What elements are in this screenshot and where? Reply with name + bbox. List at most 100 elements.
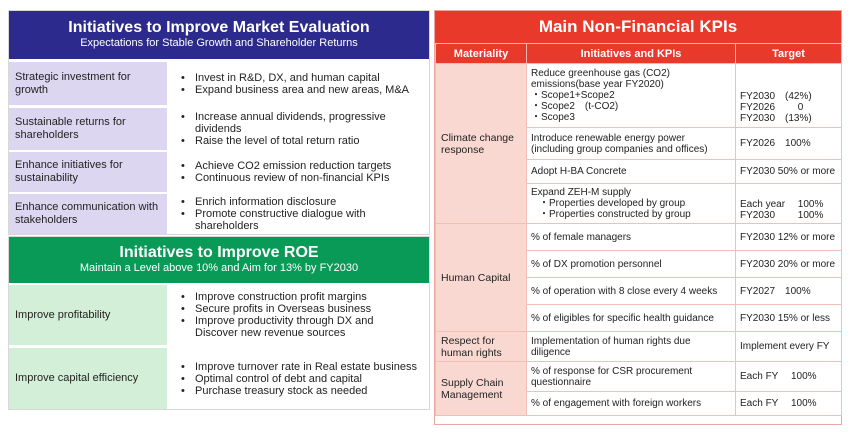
- supply-initiative: % of engagement with foreign workers: [526, 391, 736, 416]
- rights-line: diligence: [531, 346, 571, 358]
- roe-title: Initiatives to Improve ROE: [119, 244, 319, 261]
- market-row-label: Enhance communication with stakeholders: [9, 194, 167, 234]
- table-row: % of operation with 8 close every 4 week…: [436, 277, 842, 305]
- ghg-line: ・Scope3: [531, 112, 575, 123]
- bullet-text: Improve productivity through DX and Disc…: [195, 315, 374, 339]
- materiality-human-capital: Human Capital: [435, 223, 527, 332]
- bullet-text: Increase annual dividends, progressive d…: [195, 111, 386, 135]
- kpi-panel: Main Non-Financial KPIs Materiality Init…: [434, 10, 842, 425]
- bullet-text: Improve construction profit margins: [195, 291, 367, 303]
- bullet-text: Achieve CO2 emission reduction targets: [195, 160, 392, 172]
- supply-target: Each FY 100%: [735, 391, 842, 416]
- bullet-text: Improve turnover rate in Real estate bus…: [195, 360, 417, 373]
- materiality-climate: Climate change response: [435, 63, 527, 224]
- human-initiative: % of operation with 8 close every 4 week…: [526, 277, 736, 305]
- human-initiative: % of DX promotion personnel: [526, 250, 736, 278]
- market-row-content: • Achieve CO2 emission reduction targets …: [181, 160, 392, 184]
- roe-row-content: • Improve construction profit margins • Se…: [167, 285, 429, 345]
- ghg-line: Reduce greenhouse gas (CO2): [531, 68, 670, 79]
- market-evaluation-title: Initiatives to Improve Market Evaluation: [68, 19, 370, 36]
- table-row: % of engagement with foreign workers Eac…: [436, 391, 842, 416]
- ghg-target: FY2030 (42%) FY2026 0 FY2030 (13%): [735, 63, 842, 128]
- bullet-text: Optimal control of debt and capital: [195, 372, 362, 385]
- zeh-line: ・Properties developed by group: [539, 198, 686, 209]
- bullet-text: Continuous review of non-financial KPIs: [195, 172, 390, 184]
- header-target: Target: [735, 43, 842, 64]
- bullet-text: Purchase treasury stock as needed: [195, 384, 368, 397]
- market-row-label: Enhance initiatives for sustainability: [9, 152, 167, 192]
- kpi-title: Main Non-Financial KPIs: [435, 11, 841, 43]
- roe-row-label: Improve profitability: [9, 285, 167, 345]
- market-evaluation-subtitle: Expectations for Stable Growth and Share…: [80, 37, 358, 49]
- rights-line: Implementation of human rights due: [531, 335, 691, 347]
- ghg-line: ・Scope1+Scope2: [531, 90, 615, 101]
- human-target: FY2030 15% or less: [735, 304, 842, 332]
- roe-row: Improve capital efficiency • Improve turn…: [9, 347, 429, 409]
- table-row: Supply Chain Management % of response fo…: [435, 361, 842, 416]
- ghg-target-line: FY2026 0: [740, 102, 804, 113]
- renewable-initiative: Introduce renewable energy power (includ…: [526, 127, 736, 160]
- roe-row-label: Improve capital efficiency: [9, 348, 167, 409]
- zeh-target: Each year 100% FY2030 100%: [735, 183, 842, 224]
- hba-target: FY2030 50% or more: [735, 159, 842, 184]
- ghg-initiative: Reduce greenhouse gas (CO2) emissions(ba…: [526, 63, 736, 128]
- table-row: Adopt H-BA Concrete FY2030 50% or more: [436, 159, 842, 184]
- zeh-line: Expand ZEH-M supply: [531, 187, 632, 198]
- roe-panel: Initiatives to Improve ROE Maintain a Le…: [8, 236, 430, 410]
- supply-initiative: % of response for CSR procurement questi…: [526, 361, 736, 392]
- rights-initiative: Implementation of human rights due dilig…: [526, 331, 736, 362]
- ghg-target-line: FY2030 (13%): [740, 113, 812, 124]
- human-initiative: % of eligibles for specific health guida…: [526, 304, 736, 332]
- zeh-line: ・Properties constructed by group: [539, 209, 691, 220]
- roe-subtitle: Maintain a Level above 10% and Aim for 1…: [79, 262, 359, 274]
- human-initiative: % of female managers: [526, 223, 736, 251]
- human-target: FY2030 12% or more: [735, 223, 842, 251]
- market-evaluation-header: Initiatives to Improve Market Evaluation…: [9, 11, 429, 59]
- supply-line: % of response for CSR procurement: [531, 365, 693, 377]
- bullet-text: Expand business area and new areas, M&A: [195, 83, 410, 96]
- materiality-supply-chain: Supply Chain Management: [435, 361, 527, 416]
- table-row: Human Capital % of female managers FY203…: [435, 223, 842, 332]
- market-row-content: • Enrich information disclosure • Promote …: [167, 194, 429, 234]
- ghg-line: emissions(base year FY2020): [531, 79, 664, 90]
- market-row-content: • Invest in R&D, DX, and human capital • E…: [181, 71, 410, 96]
- table-row: Respect for human rights Implementation …: [435, 331, 842, 362]
- hba-initiative: Adopt H-BA Concrete: [526, 159, 736, 184]
- renewable-target: FY2026 100%: [735, 127, 842, 160]
- supply-target: Each FY 100%: [735, 361, 842, 392]
- header-materiality: Materiality: [435, 43, 527, 64]
- market-row: Sustainable returns for shareholders • I…: [9, 107, 429, 150]
- supply-line: questionnaire: [531, 376, 592, 388]
- market-row-label: Strategic investment for growth: [9, 62, 167, 105]
- kpi-header-row: Materiality Initiatives and KPIs Target: [435, 43, 842, 64]
- bullet-text: Enrich information disclosure: [195, 196, 337, 208]
- table-row: Climate change response Reduce greenhous…: [435, 63, 842, 224]
- ghg-line: ・Scope2 (t-CO2): [531, 101, 619, 112]
- human-target: FY2027 100%: [735, 277, 842, 305]
- zeh-initiative: Expand ZEH-M supply ・Properties develope…: [526, 183, 736, 224]
- zeh-target-line: Each year 100%: [740, 199, 824, 210]
- renewable-line: (including group companies and offices): [531, 143, 708, 155]
- zeh-target-line: FY2030 100%: [740, 210, 824, 221]
- market-row-content: • Increase annual dividends, progressive…: [167, 108, 429, 150]
- ghg-target-line: FY2030 (42%): [740, 91, 812, 102]
- header-initiatives: Initiatives and KPIs: [526, 43, 736, 64]
- bullet-text: Invest in R&D, DX, and human capital: [195, 71, 380, 84]
- rights-target: Implement every FY: [735, 331, 842, 362]
- market-row-label: Sustainable returns for shareholders: [9, 108, 167, 150]
- renewable-line: Introduce renewable energy power: [531, 132, 685, 144]
- market-row: Strategic investment for growth • Invest …: [9, 62, 429, 105]
- market-row: Enhance initiatives for sustainability •…: [9, 152, 429, 192]
- materiality-human-rights: Respect for human rights: [435, 331, 527, 362]
- market-evaluation-panel: Initiatives to Improve Market Evaluation…: [8, 10, 430, 235]
- bullet-text: Raise the level of total return ratio: [195, 135, 360, 147]
- table-row: % of eligibles for specific health guida…: [436, 304, 842, 332]
- roe-row-content: • Improve turnover rate in Real estate bu…: [181, 360, 417, 397]
- roe-row: Improve profitability • Improve construct…: [9, 285, 429, 345]
- roe-header: Initiatives to Improve ROE Maintain a Le…: [9, 237, 429, 283]
- kpi-table: Materiality Initiatives and KPIs Target …: [435, 43, 842, 416]
- market-row: Enhance communication with stakeholders …: [9, 194, 429, 234]
- human-target: FY2030 20% or more: [735, 250, 842, 278]
- table-row: Introduce renewable energy power (includ…: [436, 127, 842, 160]
- bullet-text: Secure profits in Overseas business: [195, 303, 372, 315]
